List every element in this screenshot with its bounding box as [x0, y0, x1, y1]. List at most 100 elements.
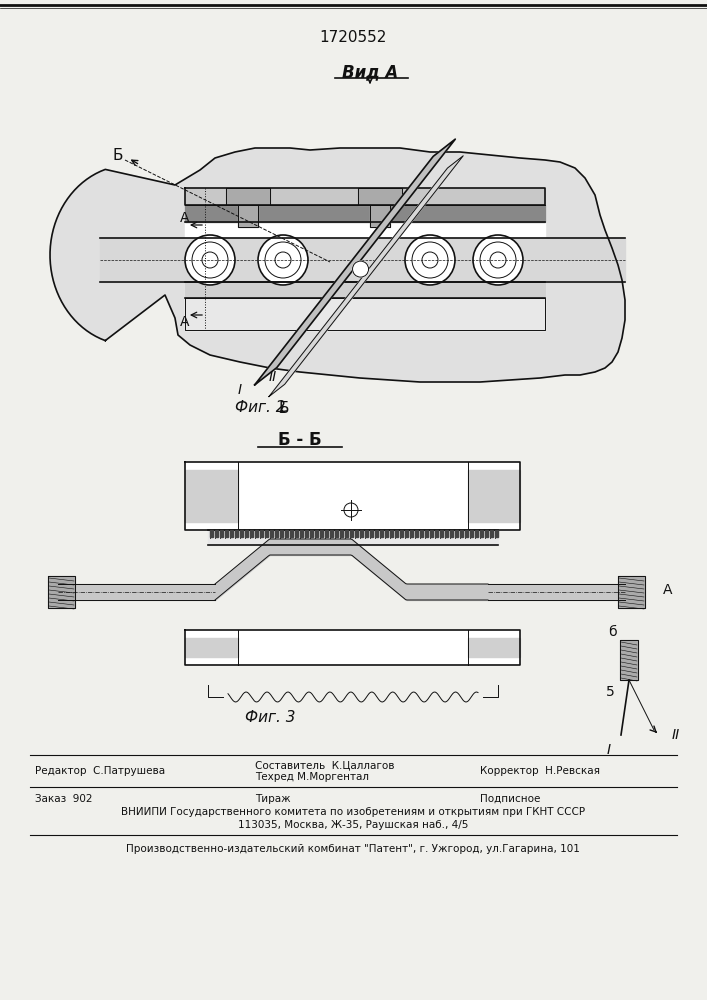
Text: ВНИИПИ Государственного комитета по изобретениям и открытиям при ГКНТ СССР: ВНИИПИ Государственного комитета по изоб…: [121, 807, 585, 817]
Text: Б: Б: [279, 401, 289, 416]
Polygon shape: [235, 530, 238, 537]
Polygon shape: [335, 530, 338, 537]
Polygon shape: [320, 530, 323, 537]
Polygon shape: [468, 470, 520, 522]
Polygon shape: [455, 530, 458, 537]
Polygon shape: [285, 530, 288, 537]
Polygon shape: [226, 188, 270, 205]
Polygon shape: [365, 530, 368, 537]
Polygon shape: [345, 530, 348, 537]
Polygon shape: [410, 530, 413, 537]
Polygon shape: [450, 530, 453, 537]
Text: А: А: [663, 583, 672, 597]
Text: Фиг. 2: Фиг. 2: [235, 400, 285, 416]
Polygon shape: [395, 530, 398, 537]
Polygon shape: [490, 530, 493, 537]
Polygon shape: [618, 576, 645, 608]
Polygon shape: [350, 530, 353, 537]
Polygon shape: [370, 530, 373, 537]
Polygon shape: [255, 139, 455, 385]
Polygon shape: [475, 530, 478, 537]
Polygon shape: [425, 530, 428, 537]
Text: Редактор  С.Патрушева: Редактор С.Патрушева: [35, 766, 165, 776]
Text: Тираж: Тираж: [255, 794, 291, 804]
Polygon shape: [185, 205, 545, 222]
Text: Вид А: Вид А: [342, 63, 398, 81]
Text: 1720552: 1720552: [320, 30, 387, 45]
Polygon shape: [445, 530, 448, 537]
Polygon shape: [295, 530, 298, 537]
Circle shape: [258, 235, 308, 285]
Text: б: б: [608, 625, 617, 639]
Polygon shape: [330, 530, 333, 537]
Text: II: II: [269, 370, 277, 384]
Text: Техред М.Моргентал: Техред М.Моргентал: [255, 772, 369, 782]
Polygon shape: [185, 188, 545, 330]
Polygon shape: [185, 188, 545, 205]
Polygon shape: [255, 530, 258, 537]
Circle shape: [344, 503, 358, 517]
Polygon shape: [280, 530, 283, 537]
Polygon shape: [185, 462, 520, 530]
Polygon shape: [50, 148, 625, 382]
Text: 113035, Москва, Ж-35, Раушская наб., 4/5: 113035, Москва, Ж-35, Раушская наб., 4/5: [238, 820, 468, 830]
Circle shape: [473, 235, 523, 285]
Polygon shape: [305, 530, 308, 537]
Polygon shape: [245, 530, 248, 537]
Text: I: I: [607, 743, 611, 757]
Text: I: I: [238, 383, 242, 397]
Polygon shape: [340, 530, 343, 537]
Polygon shape: [385, 530, 388, 537]
Polygon shape: [480, 530, 483, 537]
Text: Фиг. 3: Фиг. 3: [245, 710, 296, 726]
Polygon shape: [220, 530, 223, 537]
Text: Б - Б: Б - Б: [278, 431, 322, 449]
Polygon shape: [230, 530, 233, 537]
Circle shape: [353, 261, 368, 277]
Circle shape: [185, 235, 235, 285]
Text: Подписное: Подписное: [480, 794, 540, 804]
Polygon shape: [380, 530, 383, 537]
Polygon shape: [300, 530, 303, 537]
Polygon shape: [325, 530, 328, 537]
Polygon shape: [390, 530, 393, 537]
Polygon shape: [185, 638, 238, 657]
Text: Б: Б: [112, 147, 123, 162]
Polygon shape: [265, 530, 268, 537]
Polygon shape: [435, 530, 438, 537]
Polygon shape: [470, 530, 473, 537]
Polygon shape: [269, 156, 463, 397]
Polygon shape: [370, 205, 390, 227]
Polygon shape: [485, 530, 488, 537]
Polygon shape: [465, 530, 468, 537]
Polygon shape: [290, 530, 293, 537]
Polygon shape: [275, 530, 278, 537]
Polygon shape: [185, 298, 545, 330]
Polygon shape: [495, 530, 498, 537]
Polygon shape: [260, 530, 263, 537]
Polygon shape: [488, 584, 625, 600]
Polygon shape: [208, 530, 498, 545]
Polygon shape: [400, 530, 403, 537]
Polygon shape: [250, 530, 253, 537]
Polygon shape: [358, 188, 402, 205]
Text: А: А: [180, 315, 189, 329]
Polygon shape: [468, 638, 520, 657]
Polygon shape: [225, 530, 228, 537]
Text: Составитель  К.Цаллагов: Составитель К.Цаллагов: [255, 760, 395, 770]
Polygon shape: [355, 530, 358, 537]
Polygon shape: [430, 530, 433, 537]
Polygon shape: [460, 530, 463, 537]
Polygon shape: [310, 530, 313, 537]
Text: II: II: [672, 728, 680, 742]
Polygon shape: [375, 530, 378, 537]
Polygon shape: [360, 530, 363, 537]
Text: Заказ  902: Заказ 902: [35, 794, 93, 804]
Polygon shape: [215, 530, 218, 537]
Text: А: А: [180, 211, 189, 225]
Polygon shape: [210, 530, 213, 537]
Polygon shape: [185, 470, 238, 522]
Text: Производственно-издательский комбинат "Патент", г. Ужгород, ул.Гагарина, 101: Производственно-издательский комбинат "П…: [126, 844, 580, 854]
Polygon shape: [48, 576, 75, 608]
Polygon shape: [420, 530, 423, 537]
